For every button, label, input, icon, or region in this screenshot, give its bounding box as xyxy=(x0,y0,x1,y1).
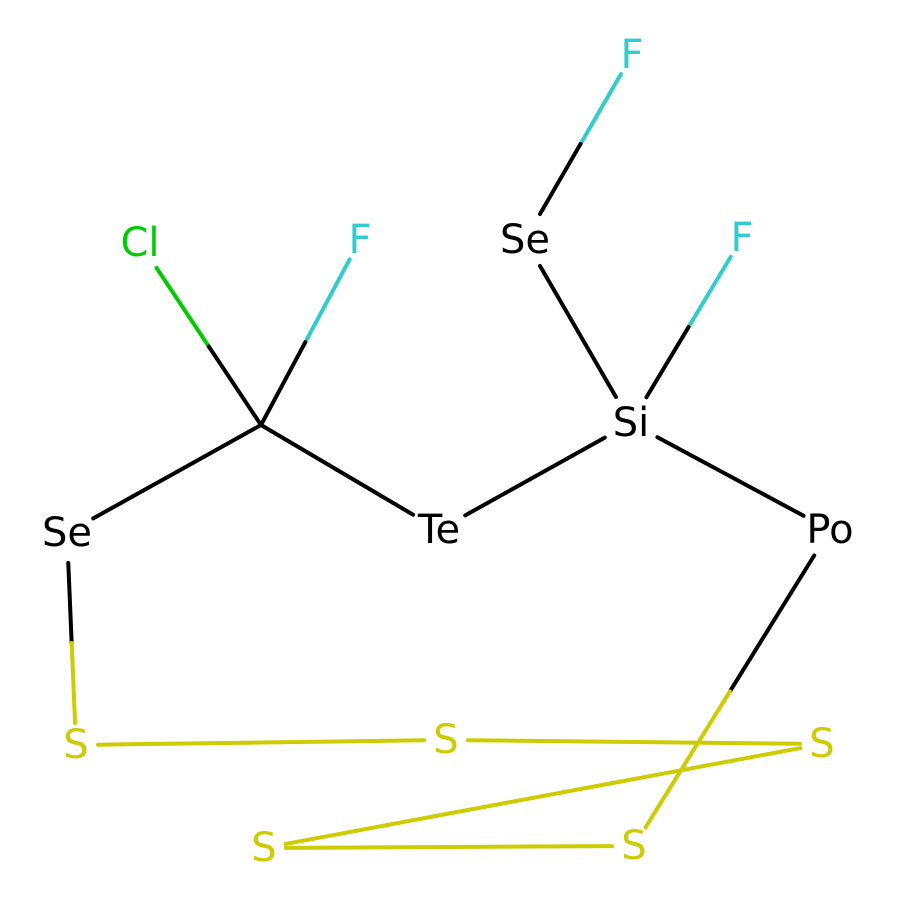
bond-C-Se2 xyxy=(91,423,263,521)
atom-cl: Cl xyxy=(120,220,159,266)
bond-S3-S4 xyxy=(283,746,803,846)
bond-F2-Si xyxy=(644,254,733,400)
atom-si: Si xyxy=(613,400,650,446)
bond-Se2-S1 xyxy=(66,560,78,726)
bonds-layer xyxy=(66,72,817,850)
bond-half xyxy=(335,467,416,517)
bond-half xyxy=(303,257,352,345)
bond-half xyxy=(66,560,74,645)
bond-Cl-C xyxy=(154,265,263,427)
bond-half xyxy=(465,738,636,744)
bond-half xyxy=(259,738,427,745)
bond-F3-C xyxy=(259,257,352,427)
bond-Po-S5 xyxy=(643,553,817,830)
bond-half xyxy=(578,72,623,147)
atom-s5: S xyxy=(621,823,646,869)
bond-half xyxy=(728,474,806,518)
bond-half xyxy=(283,845,451,850)
atom-s2: S xyxy=(433,717,458,763)
bond-half xyxy=(463,474,537,518)
bond-half xyxy=(643,689,732,830)
bond-half xyxy=(576,329,618,400)
atom-f2: F xyxy=(730,215,753,261)
bond-half xyxy=(175,423,263,474)
bond-S1-S2 xyxy=(95,738,427,747)
bond-half xyxy=(206,344,263,427)
bond-S2-S3 xyxy=(465,738,803,746)
bond-half xyxy=(69,640,78,726)
bond-half xyxy=(541,746,803,798)
bond-half xyxy=(447,844,615,849)
bond-half xyxy=(259,340,308,427)
bond-half xyxy=(538,142,583,217)
atom-se1: Se xyxy=(500,217,550,263)
bond-F1-Se1 xyxy=(538,72,623,217)
bond-half xyxy=(259,423,340,472)
bond-half xyxy=(632,740,803,746)
bond-S4-S5 xyxy=(283,844,615,850)
bond-Si-Po xyxy=(655,435,806,518)
atom-te: Te xyxy=(417,507,460,553)
atom-s3: S xyxy=(809,721,834,767)
bond-half xyxy=(95,740,263,747)
bond-half xyxy=(91,469,180,521)
bond-Se1-Si xyxy=(538,263,618,400)
bond-half xyxy=(538,263,580,334)
atom-se2: Se xyxy=(42,510,92,556)
atom-f1: F xyxy=(620,32,643,78)
bond-half xyxy=(686,254,733,330)
atom-po: Po xyxy=(806,507,853,553)
bond-C-Te xyxy=(259,423,416,517)
bond-half xyxy=(283,794,545,846)
atom-f3: F xyxy=(348,217,371,263)
atom-s1: S xyxy=(63,722,88,768)
bond-half xyxy=(727,553,817,694)
bond-half xyxy=(533,435,607,479)
bond-Te-Si xyxy=(463,435,607,518)
bond-half xyxy=(655,435,733,479)
bond-half xyxy=(644,325,691,400)
atoms-layer: F Se F Cl F Si Se Te Po S S S S S xyxy=(42,32,854,871)
bond-half xyxy=(154,265,211,349)
atom-s4: S xyxy=(251,825,276,871)
